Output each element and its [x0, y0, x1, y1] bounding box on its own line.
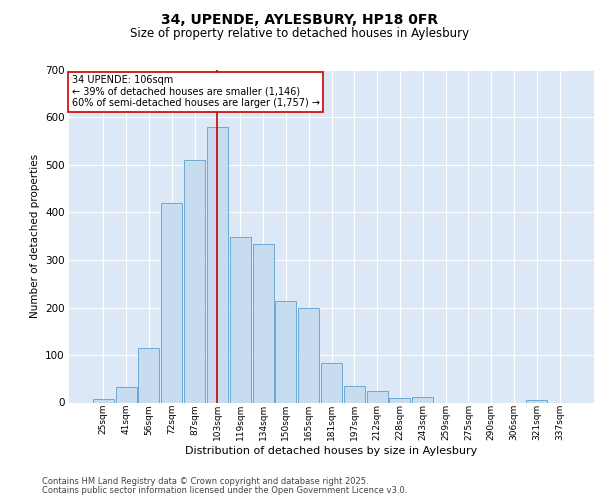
- Bar: [526, 400, 547, 402]
- Bar: [253, 244, 274, 402]
- Bar: [344, 386, 365, 402]
- Bar: [116, 388, 137, 402]
- X-axis label: Distribution of detached houses by size in Aylesbury: Distribution of detached houses by size …: [185, 446, 478, 456]
- Bar: [389, 398, 410, 402]
- Bar: [275, 302, 296, 402]
- Y-axis label: Number of detached properties: Number of detached properties: [29, 154, 40, 318]
- Bar: [298, 308, 319, 402]
- Text: Size of property relative to detached houses in Aylesbury: Size of property relative to detached ho…: [130, 28, 470, 40]
- Bar: [321, 363, 342, 403]
- Bar: [184, 160, 205, 402]
- Text: Contains public sector information licensed under the Open Government Licence v3: Contains public sector information licen…: [42, 486, 407, 495]
- Bar: [367, 390, 388, 402]
- Bar: [93, 398, 114, 402]
- Bar: [230, 237, 251, 402]
- Bar: [161, 203, 182, 402]
- Text: 34, UPENDE, AYLESBURY, HP18 0FR: 34, UPENDE, AYLESBURY, HP18 0FR: [161, 12, 439, 26]
- Bar: [412, 397, 433, 402]
- Bar: [207, 127, 228, 402]
- Bar: [139, 348, 160, 403]
- Text: Contains HM Land Registry data © Crown copyright and database right 2025.: Contains HM Land Registry data © Crown c…: [42, 477, 368, 486]
- Text: 34 UPENDE: 106sqm
← 39% of detached houses are smaller (1,146)
60% of semi-detac: 34 UPENDE: 106sqm ← 39% of detached hous…: [71, 75, 320, 108]
